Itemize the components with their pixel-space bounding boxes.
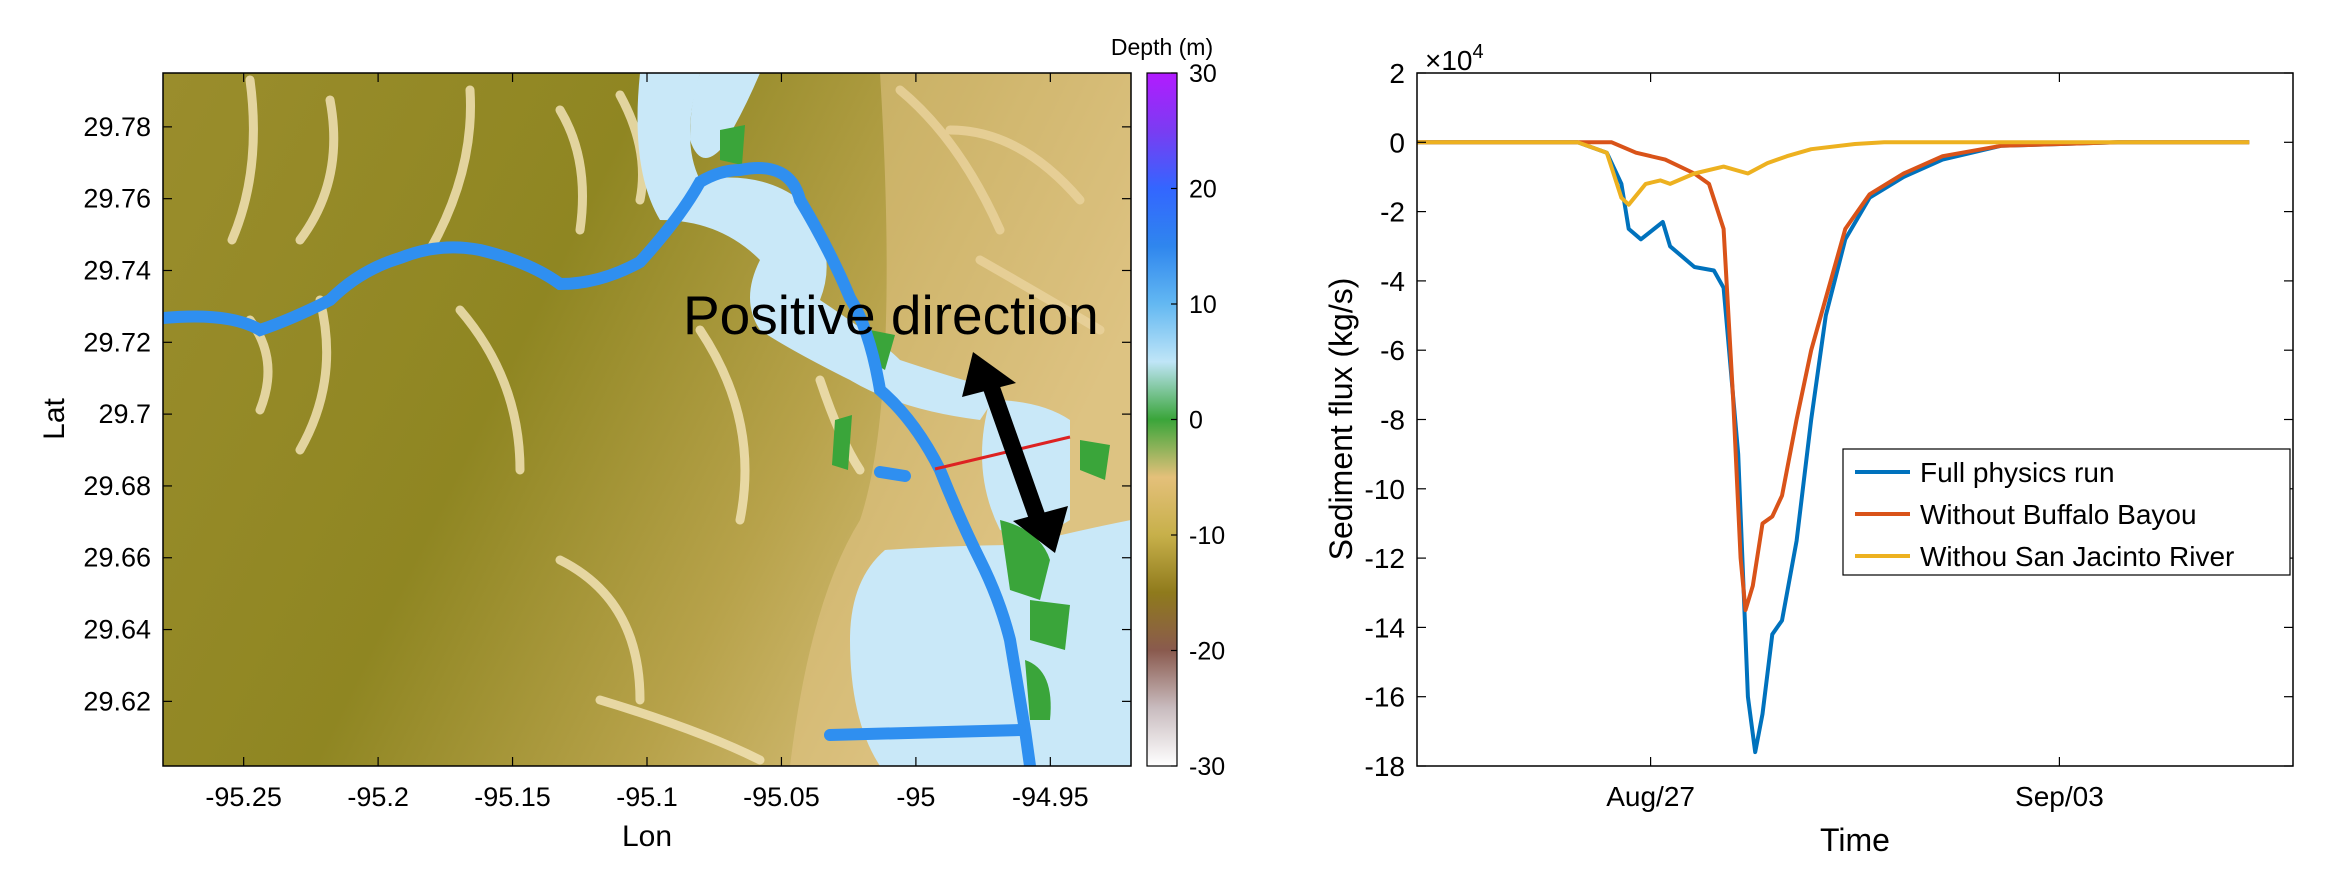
x-tick-label: Sep/03 — [2015, 781, 2104, 812]
y-tick-label: -10 — [1365, 474, 1405, 505]
map-raster — [163, 73, 1131, 766]
y-tick-label: -2 — [1380, 197, 1405, 228]
series-line-3 — [1417, 140, 2250, 207]
y-tick-label: -8 — [1380, 405, 1405, 436]
colorbar-tick-label: 0 — [1189, 407, 1203, 435]
marsh-patches — [720, 125, 1110, 720]
map-x-tick-label: -95.1 — [616, 782, 678, 812]
map-axis-ticks: -95.25 -95.2 -95.15 -95.1 -95.05 -95 -94.95 29.… — [83, 73, 1131, 812]
legend-label-2: Without Buffalo Bayou — [1920, 499, 2197, 530]
map-x-tick-label: -95.05 — [743, 782, 820, 812]
colorbar-label: Depth (m) — [1111, 34, 1213, 60]
colorbar-tick-label: -10 — [1189, 522, 1225, 550]
galveston-bay-water — [850, 520, 1131, 766]
positive-direction-arrow — [962, 352, 1068, 553]
y-multiplier-base: ×10 — [1425, 45, 1473, 76]
map-x-tick-label: -95.2 — [347, 782, 409, 812]
map-x-axis-label: Lon — [622, 820, 672, 853]
line-chart-ticks: 2 0 -2 -4 -6 -8 -10 -12 -14 -16 -18 Aug/27 Sep/03 — [1365, 58, 2293, 812]
legend-items: Full physics run Without Buffalo Bayou Wit… — [1855, 457, 2234, 572]
series-lines — [1417, 140, 2250, 755]
bayport-channel — [824, 724, 1026, 741]
y-tick-label: 2 — [1389, 58, 1405, 89]
upper-river-water — [690, 73, 760, 158]
ship-channel-branch — [874, 466, 911, 482]
series-line-2 — [1417, 140, 2250, 613]
y-multiplier-exponent: 4 — [1473, 41, 1484, 63]
legend: Full physics run Without Buffalo Bayou Wit… — [1842, 448, 2291, 576]
map-y-tick-label: 29.7 — [98, 399, 151, 429]
y-tick-label: -4 — [1380, 266, 1405, 297]
plot-area — [1417, 73, 2293, 766]
map-panel: Positive direction -95.25 -95.2 -95.15 -95.… — [38, 34, 1225, 853]
colorbar-ticks: 30 20 10 0 -10 -20 -30 — [1171, 60, 1225, 781]
series-line-1 — [1417, 140, 2250, 755]
map-y-tick-label: 29.64 — [83, 615, 151, 645]
buffalo-bayou-channel — [163, 162, 1036, 766]
colorbar-tick-label: 30 — [1189, 60, 1217, 88]
san-jacinto-water — [637, 73, 1000, 420]
colorbar-tick-label: 10 — [1189, 291, 1217, 319]
map-x-tick-label: -95.25 — [205, 782, 282, 812]
annotation-positive-direction: Positive direction — [683, 284, 1099, 346]
map-y-tick-label: 29.76 — [83, 184, 151, 214]
map-x-tick-label: -95.15 — [474, 782, 551, 812]
y-multiplier: ×104 — [1425, 41, 1484, 76]
map-x-tick-label: -95 — [896, 782, 935, 812]
y-tick-label: -6 — [1380, 335, 1405, 366]
line-x-axis-label: Time — [1820, 822, 1890, 858]
y-tick-label: -14 — [1365, 612, 1405, 643]
colorbar-tick-label: 20 — [1189, 176, 1217, 204]
line-chart-panel: 2 0 -2 -4 -6 -8 -10 -12 -14 -16 -18 Aug/27 Sep/03 ×1… — [1323, 41, 2294, 858]
y-tick-label: -18 — [1365, 751, 1405, 782]
y-tick-label: -16 — [1365, 682, 1405, 713]
map-y-tick-label: 29.74 — [83, 255, 151, 285]
y-tick-label: 0 — [1389, 127, 1405, 158]
legend-label-3: Withou San Jacinto River — [1920, 541, 2234, 572]
colorbar-tick-label: -30 — [1189, 753, 1225, 781]
map-y-tick-label: 29.62 — [83, 686, 151, 716]
map-y-tick-label: 29.72 — [83, 327, 151, 357]
map-y-tick-label: 29.68 — [83, 471, 151, 501]
map-y-tick-label: 29.78 — [83, 112, 151, 142]
y-tick-label: -12 — [1365, 543, 1405, 574]
legend-label-1: Full physics run — [1920, 457, 2115, 488]
transect-line — [934, 435, 1071, 471]
map-y-tick-label: 29.66 — [83, 543, 151, 573]
line-y-axis-label: Sediment flux (kg/s) — [1323, 278, 1359, 561]
colorbar-tick-label: -20 — [1189, 638, 1225, 666]
x-tick-label: Aug/27 — [1606, 781, 1695, 812]
map-x-tick-label: -94.95 — [1012, 782, 1089, 812]
map-y-axis-label: Lat — [38, 397, 71, 439]
legend-box — [1842, 448, 2291, 576]
